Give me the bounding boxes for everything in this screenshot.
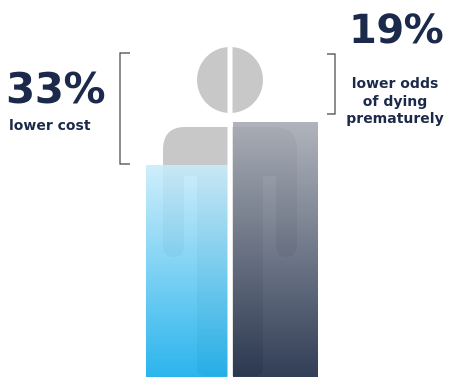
cost-bar [146, 165, 228, 377]
mortality-label: lower odds of dying prematurely [336, 76, 454, 129]
cost-label: lower cost [9, 118, 91, 134]
mortality-percentage: 19% [349, 7, 444, 53]
mortality-bar [233, 122, 318, 377]
right-bracket [327, 53, 336, 115]
center-divider [227, 40, 233, 377]
cost-percentage: 33% [6, 64, 106, 113]
mortality-label-line-2: of dying [362, 93, 428, 110]
mortality-label-line-1: lower odds [351, 76, 439, 92]
left-bracket [119, 52, 130, 165]
mortality-label-line-3: prematurely [346, 111, 444, 127]
